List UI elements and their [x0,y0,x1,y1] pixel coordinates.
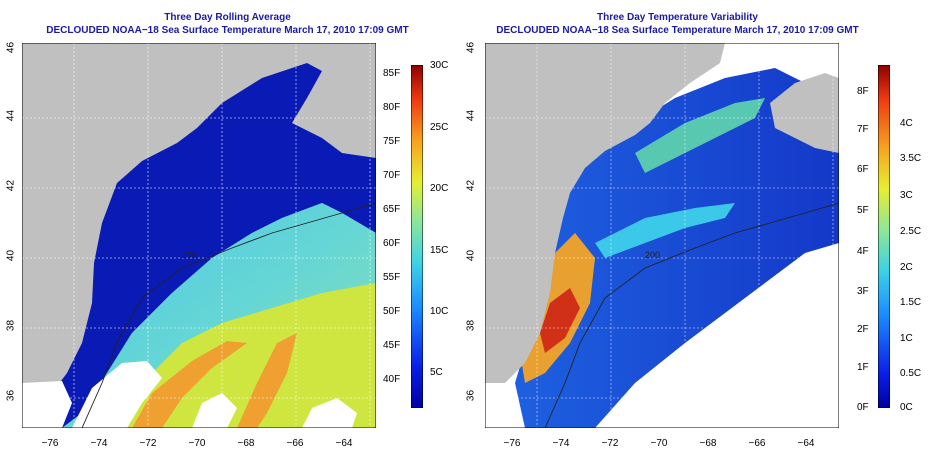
y-tick: 38 [5,319,17,332]
colorbar-label: 25C [430,122,449,133]
left-title-line1: Three Day Rolling Average [164,12,291,23]
right-colorbar [878,65,890,408]
colorbar-label: 5F [857,205,869,216]
colorbar-label: 2.5C [900,226,922,237]
colorbar-label: 7F [857,124,869,135]
contour-label: 200 [182,250,197,260]
gulf-maine-variability [635,98,765,173]
y-tick: 42 [5,179,17,192]
x-tick: −72 [139,438,157,449]
nova-scotia-land [770,73,839,153]
x-tick: −66 [748,438,766,449]
y-tick: 40 [465,249,477,262]
colorbar-label: 1C [900,333,913,344]
y-tick: 44 [465,109,477,122]
colorbar-label: 0.5C [900,368,922,379]
colorbar-label: 60F [383,238,401,249]
x-tick: −72 [601,438,619,449]
colorbar-label: 55F [383,272,401,283]
gulf-stream-orange-band [132,341,247,428]
graticule [22,43,376,428]
colorbar-label: 0F [857,402,869,413]
colorbar-label: 85F [383,68,401,79]
nova-scotia-land [307,73,376,153]
x-tick: −64 [335,438,353,449]
bathymetry-contour [544,202,839,428]
colorbar-label: 10C [430,306,449,317]
x-tick: −76 [503,438,521,449]
left-colorbar [411,65,423,408]
x-tick: −64 [797,438,815,449]
coastline-land [22,43,262,383]
y-tick: 46 [465,41,477,54]
colorbar-label: 8F [857,86,869,97]
colorbar-label: 2F [857,324,869,335]
colorbar-label: 3F [857,286,869,297]
no-data-patch [192,393,237,428]
right-map: 200 [485,43,839,428]
colorbar-label: 0C [900,402,913,413]
colorbar-label: 45F [383,340,401,351]
x-tick: −68 [237,438,255,449]
colorbar-label: 65F [383,204,401,215]
y-tick: 40 [5,249,17,262]
colorbar-label: 15C [430,245,449,256]
colorbar-label: 75F [383,136,401,147]
x-tick: −68 [699,438,717,449]
y-tick: 36 [465,389,477,402]
contour-label: 200 [645,250,660,260]
no-data-patch [302,398,357,428]
x-tick: −70 [650,438,668,449]
y-tick: 46 [5,41,17,54]
left-title-line2: DECLOUDED NOAA−18 Sea Surface Temperatur… [46,25,409,36]
colorbar-label: 30C [430,60,449,71]
right-title-line2: DECLOUDED NOAA−18 Sea Surface Temperatur… [496,25,859,36]
shelf-cold-water [47,63,376,428]
shelf-break-variability [595,203,735,258]
y-tick: 44 [5,109,17,122]
colorbar-label: 3C [900,190,913,201]
colorbar-label: 4C [900,118,913,129]
colorbar-label: 4F [857,246,869,257]
bathymetry-contour [81,202,376,428]
colorbar-label: 3.5C [900,153,922,164]
colorbar-label: 80F [383,102,401,113]
coastline-land [485,43,725,383]
x-tick: −66 [286,438,304,449]
graticule [485,43,839,428]
high-variability-core [540,288,580,353]
colorbar-label: 1.5C [900,297,922,308]
colorbar-label: 6F [857,164,869,175]
x-tick: −74 [552,438,570,449]
y-tick: 38 [465,319,477,332]
right-title-line1: Three Day Temperature Variability [597,12,758,23]
colorbar-label: 2C [900,262,913,273]
colorbar-label: 50F [383,306,401,317]
y-tick: 42 [465,179,477,192]
no-data-patch [72,361,162,428]
x-tick: −70 [188,438,206,449]
colorbar-label: 1F [857,362,869,373]
x-tick: −74 [90,438,108,449]
colorbar-label: 40F [383,374,401,385]
colorbar-label: 5C [430,367,443,378]
gulf-stream-orange-band-2 [237,333,297,428]
y-tick: 36 [5,389,17,402]
coastal-white-edge [22,381,72,428]
x-tick: −76 [41,438,59,449]
colorbar-label: 70F [383,170,401,181]
colorbar-label: 20C [430,183,449,194]
left-map: 200 [22,43,376,428]
